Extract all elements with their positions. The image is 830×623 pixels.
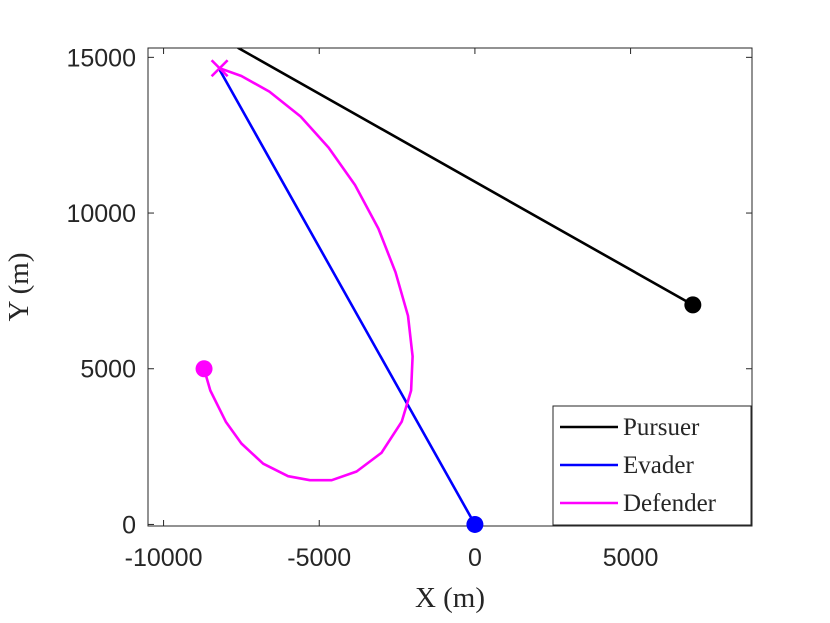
legend-label-defender: Defender <box>623 490 717 517</box>
y-tick-label: 5000 <box>80 356 136 384</box>
evader-series-line <box>218 68 477 526</box>
series-markers <box>195 59 702 533</box>
evader-start-marker <box>466 515 484 533</box>
x-tick-label: -5000 <box>287 544 351 572</box>
pursuer-series-line <box>237 48 695 307</box>
pursuer-start-marker <box>684 296 702 314</box>
legend-label-evader: Evader <box>623 452 694 479</box>
defender-start-marker <box>195 360 213 378</box>
legend: Pursuer Evader Defender <box>552 405 752 526</box>
x-tick-label: 5000 <box>603 544 659 572</box>
y-tick-label: 10000 <box>66 200 136 228</box>
x-tick-label: -10000 <box>125 544 203 572</box>
x-tick-label: 0 <box>468 544 482 572</box>
defender-end-marker <box>210 59 229 78</box>
y-axis-ticks: 0 5000 10000 15000 <box>66 44 752 539</box>
axes-box <box>147 47 753 527</box>
y-axis-label: Y (m) <box>3 253 35 322</box>
y-tick-label: 15000 <box>66 44 136 72</box>
legend-label-pursuer: Pursuer <box>623 414 700 441</box>
plot-lines <box>202 48 695 526</box>
x-axis-ticks: -10000 -5000 0 5000 <box>125 48 659 572</box>
x-axis-label: X (m) <box>415 582 485 614</box>
y-tick-label: 0 <box>122 511 136 539</box>
defender-series-line <box>202 66 414 482</box>
